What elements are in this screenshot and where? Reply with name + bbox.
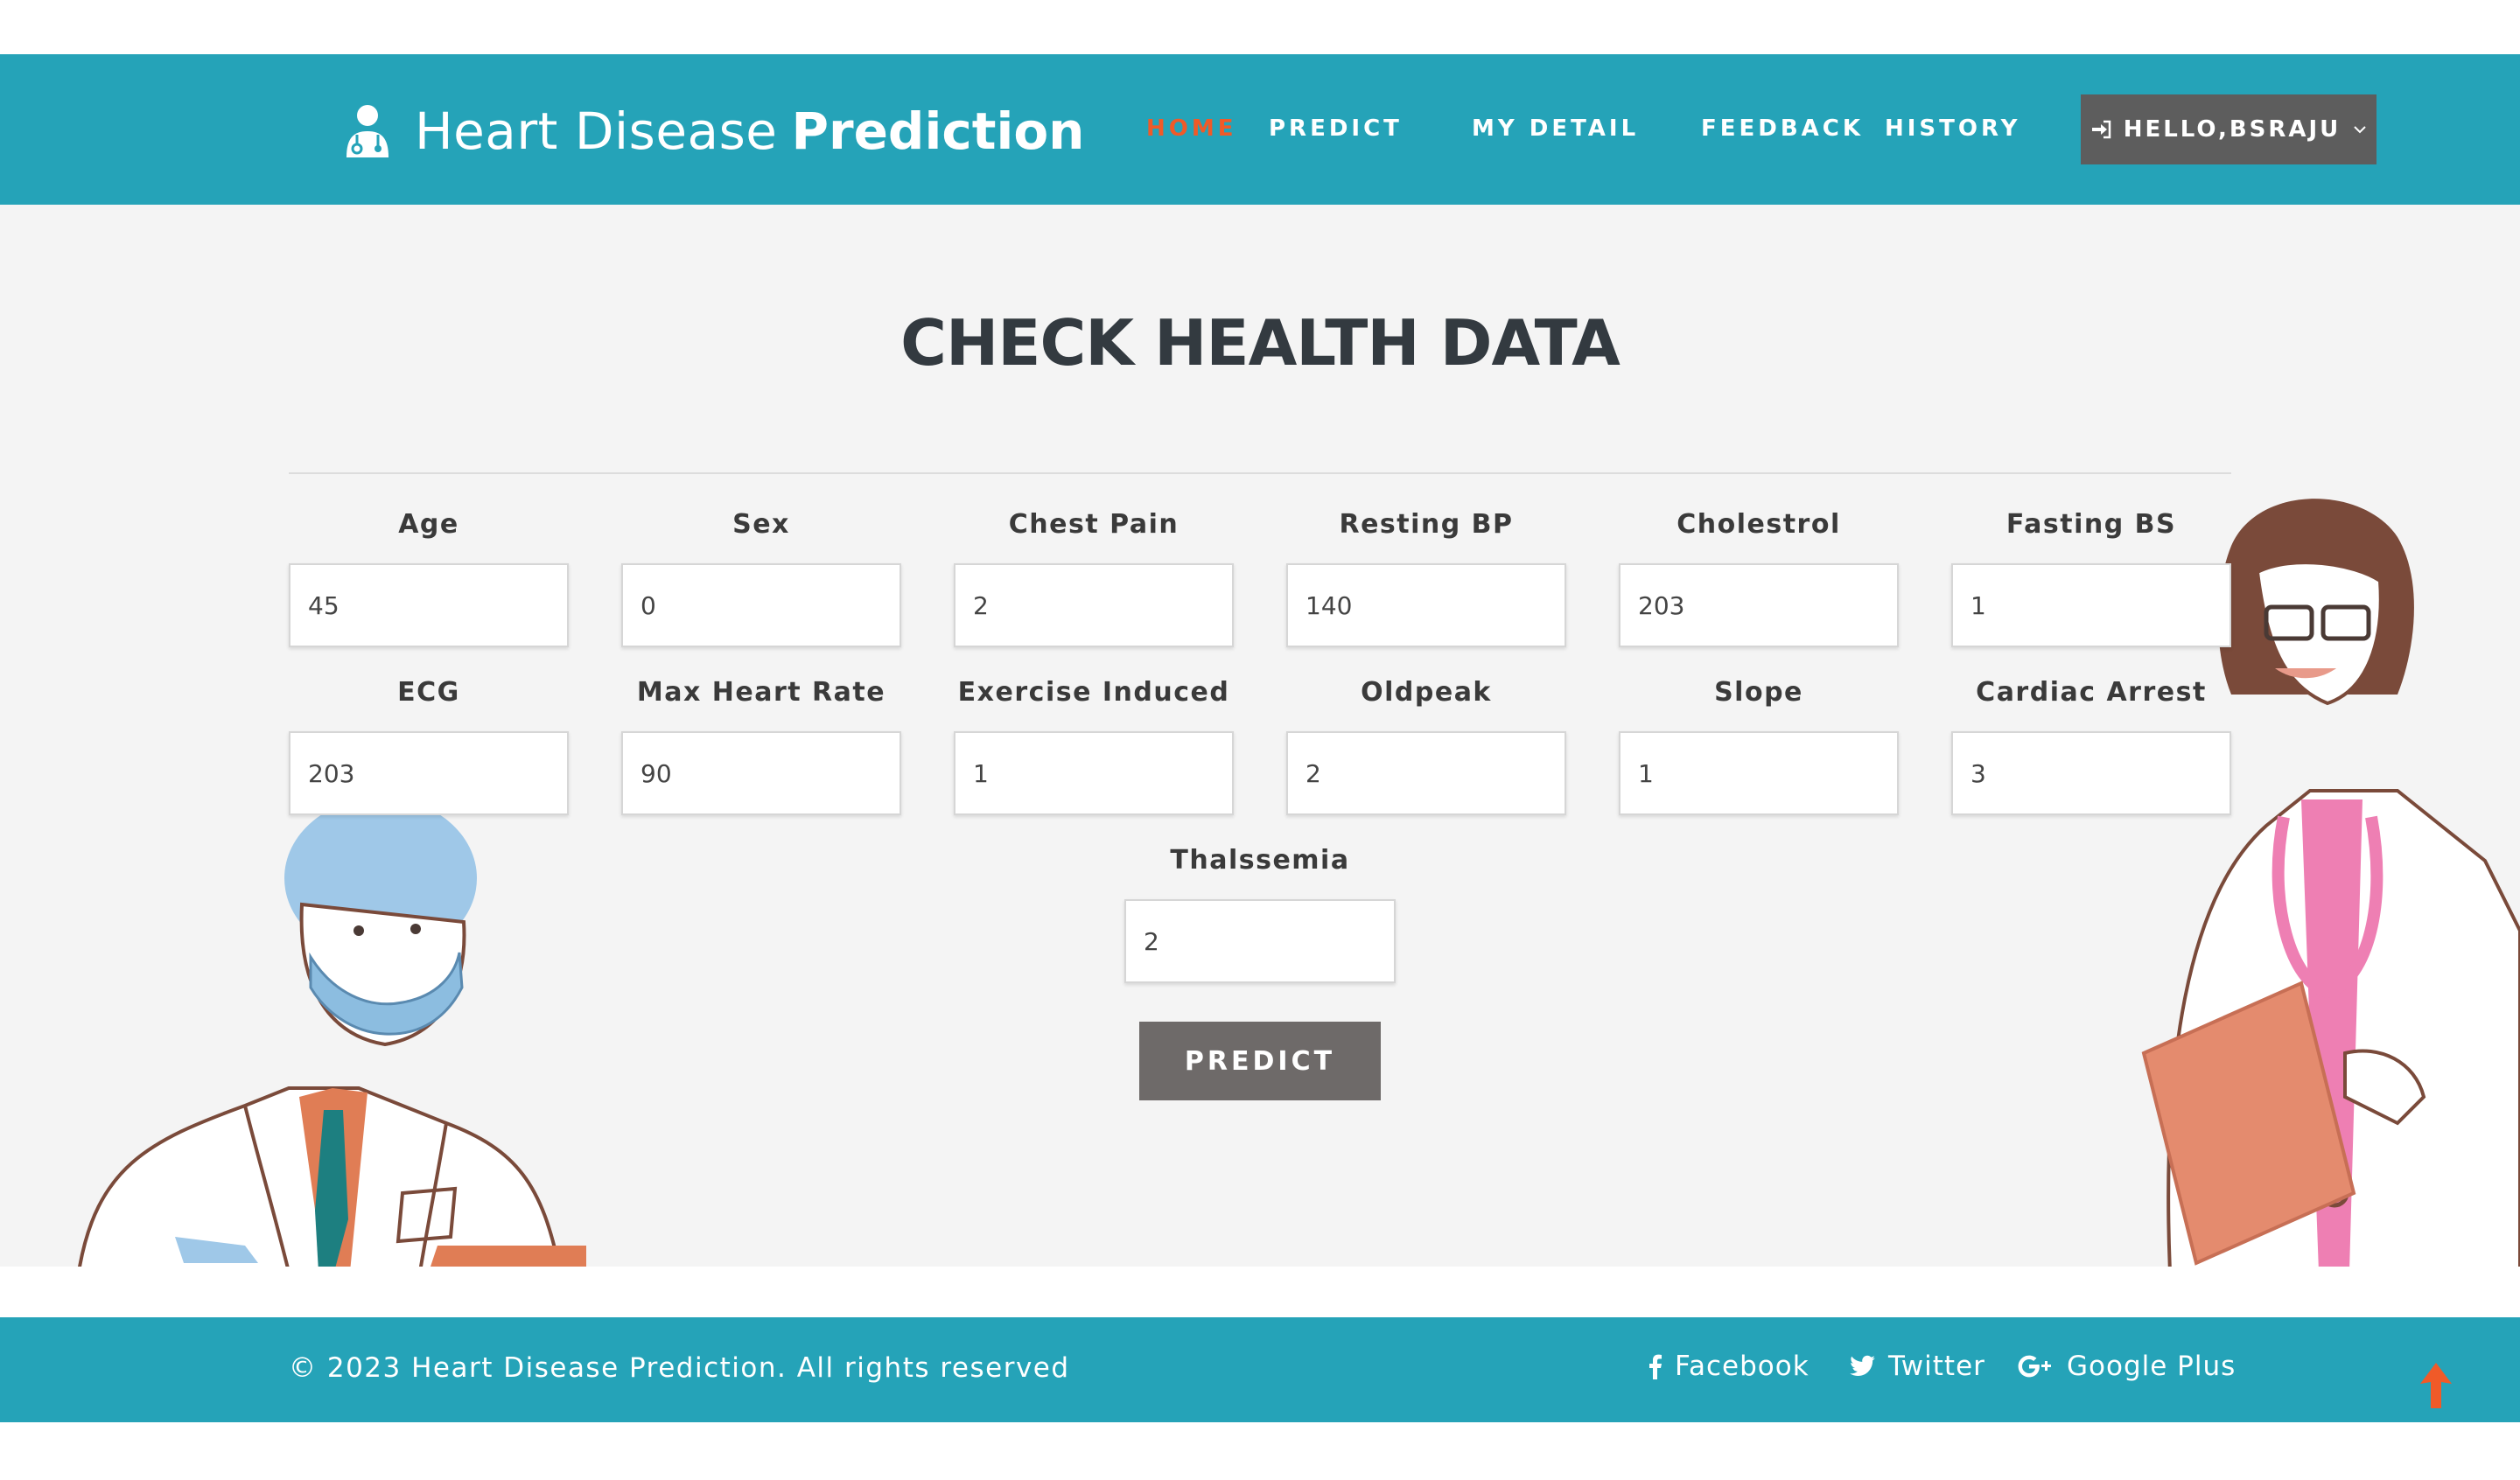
thalssemia-input[interactable] xyxy=(1124,899,1396,983)
brand-logo[interactable]: Heart Disease Prediction xyxy=(341,96,1084,166)
field-thalssemia: Thalssemia xyxy=(1124,843,1396,983)
copyright-text: © 2023 Heart Disease Prediction. All rig… xyxy=(289,1352,1070,1384)
resting-bp-input[interactable] xyxy=(1286,563,1566,647)
chevron-down-icon xyxy=(2354,126,2367,134)
user-menu-label: HELLO,BSRAJU xyxy=(2123,116,2342,143)
twitter-label: Twitter xyxy=(1888,1351,1985,1382)
field-label: Sex xyxy=(732,509,790,540)
doctor-illustration-left xyxy=(78,799,586,1267)
ecg-input[interactable] xyxy=(289,731,569,815)
field-max-heart-rate: Max Heart Rate xyxy=(621,675,901,815)
google-plus-label: Google Plus xyxy=(2067,1351,2236,1382)
slope-input[interactable] xyxy=(1619,731,1899,815)
google-plus-link[interactable]: Google Plus xyxy=(2018,1351,2236,1382)
site-footer: © 2023 Heart Disease Prediction. All rig… xyxy=(0,1317,2520,1422)
field-ecg: ECG xyxy=(289,675,569,815)
facebook-link[interactable]: Facebook xyxy=(1648,1351,1810,1382)
nav-my-detail[interactable]: MY DETAIL xyxy=(1472,115,1640,142)
field-label: Age xyxy=(398,509,459,540)
scroll-to-top-arrow-icon[interactable] xyxy=(2418,1361,2454,1410)
field-label: Chest Pain xyxy=(1008,509,1180,540)
field-resting-bp: Resting BP xyxy=(1286,507,1566,647)
field-label: Max Heart Rate xyxy=(636,677,886,708)
field-label: Slope xyxy=(1714,677,1803,708)
field-cardiac-arrest: Cardiac Arrest xyxy=(1951,675,2231,815)
google-plus-icon xyxy=(2018,1355,2051,1378)
field-label: Thalssemia xyxy=(1170,845,1350,876)
sex-input[interactable] xyxy=(621,563,901,647)
exercise-induced-input[interactable] xyxy=(954,731,1234,815)
nav-home[interactable]: HOME xyxy=(1146,115,1237,142)
field-exercise-induced: Exercise Induced xyxy=(954,675,1234,815)
field-label: Oldpeak xyxy=(1361,677,1492,708)
field-label: Exercise Induced xyxy=(957,677,1230,708)
field-cholestrol: Cholestrol xyxy=(1619,507,1899,647)
field-label: ECG xyxy=(397,677,460,708)
doctor-icon xyxy=(346,105,388,157)
field-label: Cardiac Arrest xyxy=(1976,677,2207,708)
max-heart-rate-input[interactable] xyxy=(621,731,901,815)
facebook-label: Facebook xyxy=(1675,1351,1810,1382)
user-menu-button[interactable]: HELLO,BSRAJU xyxy=(2081,94,2376,164)
cardiac-arrest-input[interactable] xyxy=(1951,731,2231,815)
fasting-bs-input[interactable] xyxy=(1951,563,2231,647)
login-icon xyxy=(2091,120,2110,139)
nav-history[interactable]: HISTORY xyxy=(1885,115,2021,142)
doctor-illustration-right xyxy=(2141,499,2520,1267)
title-divider xyxy=(289,472,2231,474)
field-chest-pain: Chest Pain xyxy=(954,507,1234,647)
nav-feedback[interactable]: FEEDBACK xyxy=(1701,115,1865,142)
chest-pain-input[interactable] xyxy=(954,563,1234,647)
field-sex: Sex xyxy=(621,507,901,647)
field-label: Fasting BS xyxy=(2006,509,2177,540)
cholestrol-input[interactable] xyxy=(1619,563,1899,647)
brand-title-bold: Prediction xyxy=(791,101,1085,161)
field-age: Age xyxy=(289,507,569,647)
brand-title-light: Heart Disease xyxy=(415,101,778,161)
field-fasting-bs: Fasting BS xyxy=(1951,507,2231,647)
predict-button[interactable]: PREDICT xyxy=(1139,1022,1381,1100)
field-label: Resting BP xyxy=(1339,509,1514,540)
page-title: CHECK HEALTH DATA xyxy=(900,306,1620,380)
age-input[interactable] xyxy=(289,563,569,647)
site-header: Heart Disease Prediction HOME PREDICT MY… xyxy=(0,54,2520,205)
field-label: Cholestrol xyxy=(1676,509,1841,540)
twitter-icon xyxy=(1850,1355,1875,1376)
oldpeak-input[interactable] xyxy=(1286,731,1566,815)
nav-predict[interactable]: PREDICT xyxy=(1269,115,1403,142)
facebook-icon xyxy=(1649,1354,1662,1379)
field-oldpeak: Oldpeak xyxy=(1286,675,1566,815)
main-content: CHECK HEALTH DATA Age Sex Chest Pain Res… xyxy=(0,205,2520,1267)
twitter-link[interactable]: Twitter xyxy=(1850,1351,1985,1382)
field-slope: Slope xyxy=(1619,675,1899,815)
